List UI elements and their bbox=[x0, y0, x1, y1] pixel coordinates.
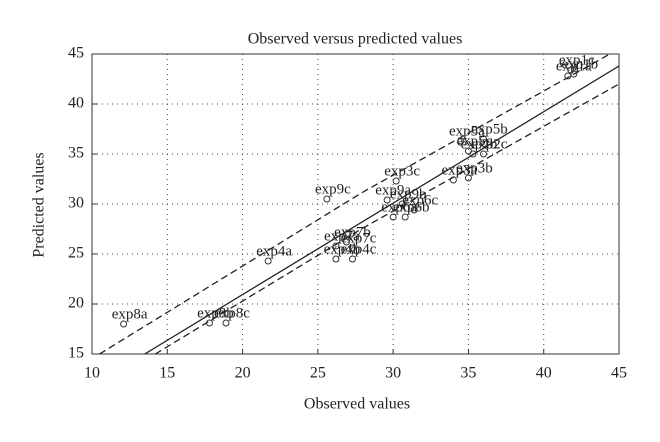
point bbox=[222, 319, 230, 327]
point-label: exp4a bbox=[256, 243, 292, 259]
point bbox=[342, 238, 350, 246]
point-label: exp7b bbox=[334, 224, 371, 240]
x-tick-label: 45 bbox=[611, 365, 627, 382]
point bbox=[332, 242, 340, 250]
point-label: exp9c bbox=[315, 181, 351, 197]
point bbox=[479, 150, 487, 158]
point-label: exp5b bbox=[471, 121, 508, 137]
point bbox=[401, 213, 409, 221]
point-label: exp5a bbox=[449, 123, 485, 139]
point bbox=[564, 72, 572, 80]
x-axis-label: Observed values bbox=[304, 396, 410, 413]
y-tick-label: 30 bbox=[68, 195, 84, 212]
point-label: exp1a bbox=[556, 58, 592, 74]
point bbox=[264, 257, 272, 265]
point-label: exp7c bbox=[341, 230, 377, 246]
x-tick-label: 20 bbox=[235, 365, 251, 382]
point-label: exp1b bbox=[561, 56, 598, 72]
point-label: exp2b bbox=[461, 136, 498, 152]
point bbox=[323, 195, 331, 203]
y-tick-label: 20 bbox=[68, 295, 84, 312]
point bbox=[389, 213, 397, 221]
point bbox=[120, 320, 128, 328]
fit-line bbox=[154, 83, 619, 354]
x-tick-label: 10 bbox=[84, 365, 100, 382]
fit-line bbox=[144, 65, 619, 354]
point-label: exp3b bbox=[456, 160, 493, 176]
point bbox=[398, 200, 406, 208]
point-label: exp8b bbox=[197, 305, 234, 321]
point bbox=[410, 206, 418, 214]
point bbox=[205, 319, 213, 327]
y-tick-label: 45 bbox=[68, 45, 84, 62]
point-label: exp1c bbox=[559, 52, 595, 68]
x-tick-label: 35 bbox=[460, 365, 476, 382]
point bbox=[449, 176, 457, 184]
point-label: exp5c bbox=[457, 133, 493, 149]
point bbox=[567, 66, 575, 74]
point bbox=[457, 137, 465, 145]
point-label: exp6c bbox=[402, 192, 438, 208]
point bbox=[464, 174, 472, 182]
y-tick-label: 15 bbox=[68, 345, 84, 362]
point bbox=[332, 255, 340, 263]
chart-title: Observed versus predicted values bbox=[248, 31, 463, 48]
x-tick-label: 30 bbox=[385, 365, 401, 382]
point-label: exp6a bbox=[381, 199, 417, 215]
point bbox=[392, 177, 400, 185]
point bbox=[479, 135, 487, 143]
plot-frame bbox=[91, 53, 620, 355]
x-tick-label: 25 bbox=[310, 365, 326, 382]
point bbox=[348, 244, 356, 252]
point-label: exp4c bbox=[341, 241, 377, 257]
point-label: exp8a bbox=[112, 306, 148, 322]
x-tick-label: 40 bbox=[536, 365, 552, 382]
point bbox=[348, 255, 356, 263]
point-label: exp9b bbox=[390, 186, 427, 202]
point-label: exp7a bbox=[324, 228, 360, 244]
y-tick-label: 35 bbox=[68, 145, 84, 162]
y-axis-label: Predicted values bbox=[31, 152, 48, 257]
point-label: exp8c bbox=[214, 305, 250, 321]
x-tick-label: 15 bbox=[159, 365, 175, 382]
point-label: exp9a bbox=[375, 182, 411, 198]
y-tick-label: 25 bbox=[68, 245, 84, 262]
point-label: exp3c bbox=[384, 163, 420, 179]
point-label: exp6b bbox=[393, 199, 430, 215]
y-tick-label: 40 bbox=[68, 95, 84, 112]
point-label: exp3a bbox=[441, 162, 477, 178]
point bbox=[383, 196, 391, 204]
point-label: exp2c bbox=[472, 136, 508, 152]
fit-line bbox=[99, 54, 611, 354]
point bbox=[469, 150, 477, 158]
